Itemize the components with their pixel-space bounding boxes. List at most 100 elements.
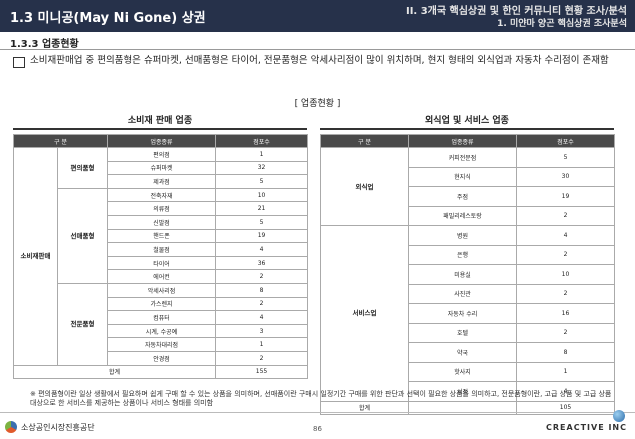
table-row: 선매품형 전축자재 10 xyxy=(14,187,309,284)
count-cell: 2 xyxy=(215,296,309,312)
column-header: 업종종류 xyxy=(107,134,217,148)
divider xyxy=(0,49,635,50)
type-cell: 편의점 xyxy=(107,147,217,162)
count-cell: 19 xyxy=(516,186,615,207)
type-cell: 전축자재 xyxy=(107,187,217,203)
type-cell: 은행 xyxy=(408,244,517,265)
type-cell: 패밀리레스토랑 xyxy=(408,205,517,226)
table-row: 미용실 10 xyxy=(321,264,615,285)
type-cell: 핸드폰 xyxy=(107,228,217,244)
group-cell: 선매품형 xyxy=(56,187,109,284)
table-row: 서비스업 병원 4 xyxy=(320,225,615,402)
consumer-goods-table: 구 분 업종종류 점포수 소비재판매 편의품형 편의점 1 슈퍼마켓 32 제과점 5 선매품형… xyxy=(12,134,309,379)
left-table-title: 소비재 판매 업종 xyxy=(127,116,193,126)
type-cell: 신발점 xyxy=(107,214,217,230)
figure-caption: [ 업종현황 ] xyxy=(294,99,341,109)
count-cell: 2 xyxy=(516,205,615,226)
type-cell: 슈퍼마켓 xyxy=(107,160,217,176)
table-row: 슈퍼마켓 32 xyxy=(14,160,309,176)
divider xyxy=(13,128,307,130)
footnote: ※ 편의품형이란 일상 생활에서 필요하며 쉽게 구매 할 수 있는 상품을 의… xyxy=(30,390,612,407)
total-value-cell: 155 xyxy=(215,364,309,379)
total-row: 합계 105 xyxy=(320,400,615,415)
group-cell: 외식업 xyxy=(320,147,409,226)
chapter-title: II. 3개국 핵심상권 및 한인 커뮤니티 현황 조사/분석 xyxy=(405,6,627,17)
table-header-row: 구 분 업종종류 점포수 xyxy=(320,134,615,148)
type-cell: 현지식 xyxy=(408,166,517,187)
count-cell: 1 xyxy=(215,147,309,162)
table-row: 외식업 커피전문점 5 xyxy=(320,147,615,226)
checkbox-bullet-icon xyxy=(13,57,25,68)
subsection-title: 1.3.3 업종현황 xyxy=(10,39,79,50)
right-table-title: 외식업 및 서비스 업종 xyxy=(425,116,509,126)
section-title: 1. 미얀마 양곤 핵심상권 조사분석 xyxy=(497,19,627,29)
count-cell: 2 xyxy=(215,269,309,284)
page-number: 86 xyxy=(313,425,322,433)
column-header: 점포수 xyxy=(516,134,615,148)
count-cell: 19 xyxy=(215,228,309,244)
company-logo-text: CREACTIVE INC xyxy=(546,423,627,432)
count-cell: 2 xyxy=(516,283,615,304)
count-cell: 36 xyxy=(215,255,309,271)
type-cell: 안경점 xyxy=(107,350,217,366)
table-row: 소비재판매 편의품형 편의점 1 xyxy=(13,147,309,366)
count-cell: 8 xyxy=(516,342,615,363)
type-cell: 악세사리점 xyxy=(107,282,217,298)
page-title: 1.3 미니공(May Ni Gone) 상권 xyxy=(10,11,206,26)
type-cell: 사진관 xyxy=(408,283,517,304)
type-cell: 에어컨 xyxy=(107,269,217,284)
type-cell: 철물점 xyxy=(107,242,217,257)
type-cell: 자동차대리점 xyxy=(107,337,217,352)
total-value-cell: 105 xyxy=(516,400,615,415)
agency-logo: 소상공인시장진흥공단 xyxy=(5,421,95,433)
count-cell: 21 xyxy=(215,201,309,216)
group-cell: 편의품형 xyxy=(56,147,109,189)
count-cell: 30 xyxy=(516,166,615,187)
table-row: 자동차대리점 1 xyxy=(14,337,309,352)
type-cell: 주점 xyxy=(408,186,517,207)
table-row: 신발점 5 xyxy=(14,214,309,230)
divider xyxy=(320,128,614,130)
count-cell: 3 xyxy=(215,323,309,339)
type-cell: 시계, 수공예 xyxy=(107,323,217,339)
count-cell: 8 xyxy=(215,282,309,298)
count-cell: 1 xyxy=(516,361,615,382)
count-cell: 10 xyxy=(215,187,309,203)
summary-paragraph: 소비재판매업 중 편의품형은 슈퍼마켓, 선매품형은 타이어, 전문품형은 악세… xyxy=(30,55,609,66)
table-row: 자동차 수리 16 xyxy=(321,303,615,324)
column-header: 점포수 xyxy=(215,134,309,148)
column-header: 업종종류 xyxy=(408,134,517,148)
group-cell: 전문품형 xyxy=(56,282,109,366)
column-header: 구 분 xyxy=(12,134,109,148)
globe-icon xyxy=(613,410,625,422)
type-cell: 제과점 xyxy=(107,174,217,189)
count-cell: 5 xyxy=(215,174,309,189)
total-label-cell: 합계 xyxy=(12,364,217,379)
type-cell: 약국 xyxy=(408,342,517,363)
count-cell: 5 xyxy=(215,214,309,230)
agency-logo-icon xyxy=(5,421,17,433)
type-cell: 자동차 수리 xyxy=(408,303,517,324)
type-cell: 병원 xyxy=(408,225,517,246)
count-cell: 10 xyxy=(516,264,615,285)
count-cell: 5 xyxy=(516,147,615,168)
page-header: 1.3 미니공(May Ni Gone) 상권 II. 3개국 핵심상권 및 한… xyxy=(0,0,635,32)
count-cell: 1 xyxy=(215,337,309,352)
type-cell: 컴퓨터 xyxy=(107,310,217,325)
table-row: 핸드폰 19 xyxy=(14,228,309,244)
table-row: 철물점 4 xyxy=(14,242,309,257)
total-row: 합계 155 xyxy=(12,364,309,379)
table-row: 제과점 5 xyxy=(14,174,309,189)
type-cell: 의류점 xyxy=(107,201,217,216)
table-row: 핫사지 1 xyxy=(321,361,615,382)
count-cell: 2 xyxy=(516,322,615,343)
group-cell: 서비스업 xyxy=(320,225,409,402)
column-header: 구 분 xyxy=(320,134,409,148)
count-cell: 4 xyxy=(215,242,309,257)
count-cell: 4 xyxy=(516,225,615,246)
table-header-row: 구 분 업종종류 점포수 xyxy=(12,134,309,148)
type-cell: 커피전문점 xyxy=(408,147,517,168)
table-row: 주점 19 xyxy=(321,186,615,207)
type-cell: 가스렌지 xyxy=(107,296,217,312)
table-row: 가스렌지 2 xyxy=(14,296,309,312)
